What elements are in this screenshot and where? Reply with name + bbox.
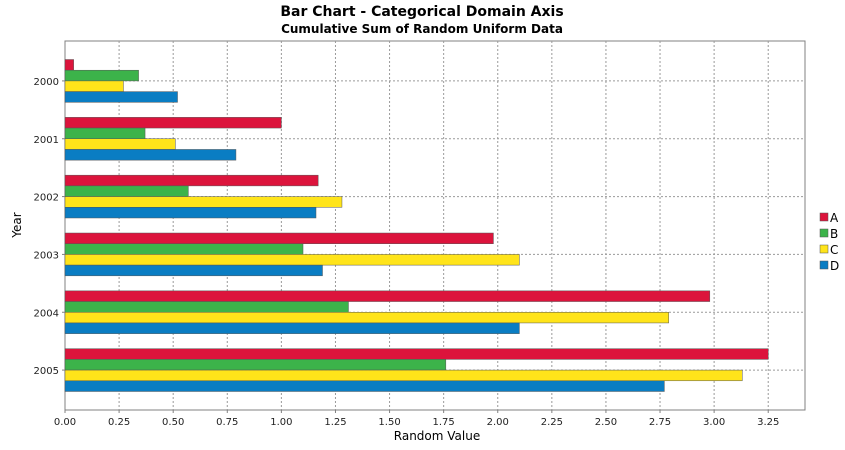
- x-tick-label: 1.75: [433, 417, 455, 428]
- x-tick-label: 1.50: [378, 417, 400, 428]
- x-tick-label: 0.50: [162, 417, 184, 428]
- bar-b-2000: [64, 69, 139, 82]
- bar-a-2005: [64, 348, 769, 360]
- x-axis-ticks: 0.00 0.25 0.50 0.75 1.00 1.25 1.50 1.75 2.00 2.25…: [54, 410, 779, 428]
- legend-label-c: C: [830, 243, 838, 257]
- x-tick-label: 3.00: [703, 417, 725, 428]
- bar-c-2004: [64, 312, 669, 324]
- x-tick-label: 0.25: [108, 417, 130, 428]
- legend-swatch-a: [819, 212, 829, 222]
- y-tick-label: 2002: [34, 193, 59, 204]
- x-tick-label: 2.00: [487, 417, 509, 428]
- x-tick-label: 2.75: [649, 417, 671, 428]
- y-tick-label: 2005: [34, 366, 59, 377]
- legend-label-a: A: [830, 211, 839, 225]
- bar-a-2003: [64, 232, 494, 244]
- x-tick-label: 1.25: [324, 417, 346, 428]
- bars: [64, 59, 769, 392]
- x-tick-label: 2.50: [595, 417, 617, 428]
- y-axis-ticks: 2000 2001 2002 2003 2004 2005: [34, 77, 65, 377]
- y-tick-label: 2003: [34, 250, 59, 261]
- bar-d-2001: [64, 149, 237, 161]
- bar-b-2003: [64, 243, 304, 255]
- bar-b-2004: [64, 301, 349, 313]
- bar-a-2004: [64, 290, 711, 302]
- x-tick-label: 0.75: [216, 417, 238, 428]
- chart-title: Bar Chart - Categorical Domain Axis: [280, 4, 563, 20]
- x-tick-label: 1.00: [270, 417, 292, 428]
- legend-label-b: B: [830, 227, 838, 241]
- bar-c-2001: [64, 138, 176, 150]
- bar-d-2002: [64, 207, 317, 219]
- bar-b-2001: [64, 127, 146, 140]
- legend-swatch-c: [819, 244, 829, 254]
- bar-b-2005: [64, 359, 447, 371]
- bar-b-2002: [64, 185, 189, 197]
- bar-a-2000: [64, 59, 74, 71]
- x-tick-label: 3.25: [757, 417, 779, 428]
- legend-swatch-d: [819, 260, 829, 270]
- bar-d-2003: [64, 264, 323, 277]
- bar-c-2000: [64, 80, 124, 92]
- y-tick-label: 2000: [34, 77, 59, 88]
- bar-c-2005: [64, 369, 743, 382]
- x-axis-label: Random Value: [394, 429, 480, 443]
- bar-d-2005: [64, 380, 665, 392]
- bar-d-2004: [64, 322, 520, 334]
- legend-label-d: D: [830, 259, 839, 273]
- bar-c-2003: [64, 254, 520, 266]
- y-tick-label: 2001: [34, 135, 59, 146]
- x-tick-label: 2.25: [541, 417, 563, 428]
- chart-subtitle: Cumulative Sum of Random Uniform Data: [281, 22, 563, 36]
- x-tick-label: 0.00: [54, 417, 76, 428]
- y-tick-label: 2004: [34, 308, 59, 319]
- bar-d-2000: [64, 91, 178, 103]
- bar-c-2002: [64, 196, 343, 208]
- bar-a-2002: [64, 174, 319, 187]
- y-axis-label: Year: [10, 212, 24, 238]
- legend-swatch-b: [819, 228, 829, 238]
- bar-a-2001: [64, 117, 282, 129]
